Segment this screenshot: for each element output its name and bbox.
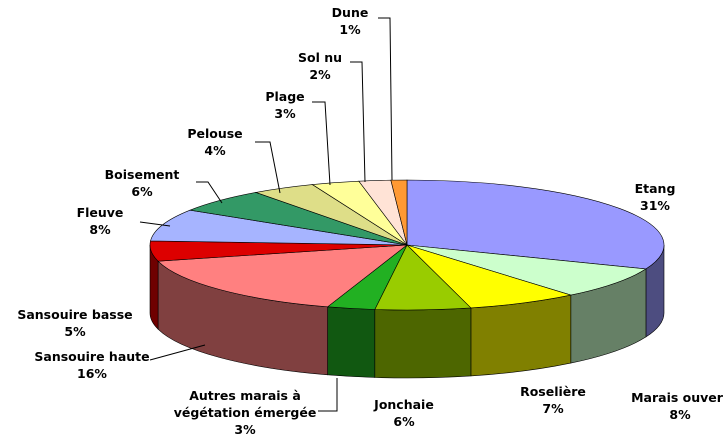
leader-line <box>149 344 206 361</box>
category-label: Pelouse <box>187 126 243 141</box>
slice-side <box>470 294 572 377</box>
leader-line <box>318 378 338 412</box>
category-label: Roselière <box>520 384 586 399</box>
value-label: 3% <box>234 422 256 437</box>
value-label: 4% <box>204 143 226 158</box>
category-label: Marais ouvert <box>631 390 723 405</box>
slice-label: Plage 3% <box>245 88 325 122</box>
value-label: 8% <box>669 407 691 422</box>
category-label: Fleuve <box>76 205 124 220</box>
value-label: 1% <box>339 22 361 37</box>
category-label: Autres marais à végétation émergée <box>173 388 317 420</box>
value-label: 2% <box>309 67 331 82</box>
slice-side <box>374 307 472 379</box>
value-label: 3% <box>274 106 296 121</box>
slice-label: Sol nu 2% <box>280 49 360 83</box>
value-label: 8% <box>89 222 111 237</box>
category-label: Jonchaie <box>374 397 434 412</box>
slice-label: Boisement 6% <box>92 166 192 200</box>
leader-line <box>378 17 393 181</box>
slice-label: Jonchaie 6% <box>354 396 454 430</box>
category-label: Boisement <box>104 167 180 182</box>
slice-label: Dune 1% <box>310 4 390 38</box>
leader-line <box>255 141 281 194</box>
leader-line <box>196 181 223 204</box>
slice-label: Etang 31% <box>610 180 700 214</box>
value-label: 6% <box>393 414 415 429</box>
slice-label: Roselière 7% <box>503 383 603 417</box>
slice <box>390 179 408 246</box>
category-label: Etang <box>634 181 676 196</box>
leader-line <box>139 221 171 227</box>
slice-label: Marais ouvert 8% <box>620 389 723 423</box>
slice <box>157 244 408 308</box>
leader-line <box>350 61 366 183</box>
category-label: Sol nu <box>297 50 343 65</box>
slice-label: Sansouire haute 16% <box>22 348 162 382</box>
value-label: 6% <box>131 184 153 199</box>
value-label: 7% <box>542 401 564 416</box>
slice <box>406 179 665 270</box>
slice <box>406 244 647 296</box>
category-label: Plage <box>265 89 305 104</box>
slice-label: Fleuve 8% <box>55 204 145 238</box>
leader-line <box>312 101 331 186</box>
slice-label: Sansouire basse 5% <box>5 306 145 340</box>
value-label: 5% <box>64 324 86 339</box>
value-label: 31% <box>640 198 670 213</box>
category-label: Sansouire haute <box>34 349 150 364</box>
slice-side <box>327 306 376 378</box>
category-label: Sansouire basse <box>17 307 133 322</box>
slice-label: Autres marais à végétation émergée 3% <box>163 387 328 438</box>
slice-label: Pelouse 4% <box>170 125 260 159</box>
category-label: Dune <box>331 5 369 20</box>
slice <box>406 244 571 309</box>
value-label: 16% <box>77 366 107 381</box>
